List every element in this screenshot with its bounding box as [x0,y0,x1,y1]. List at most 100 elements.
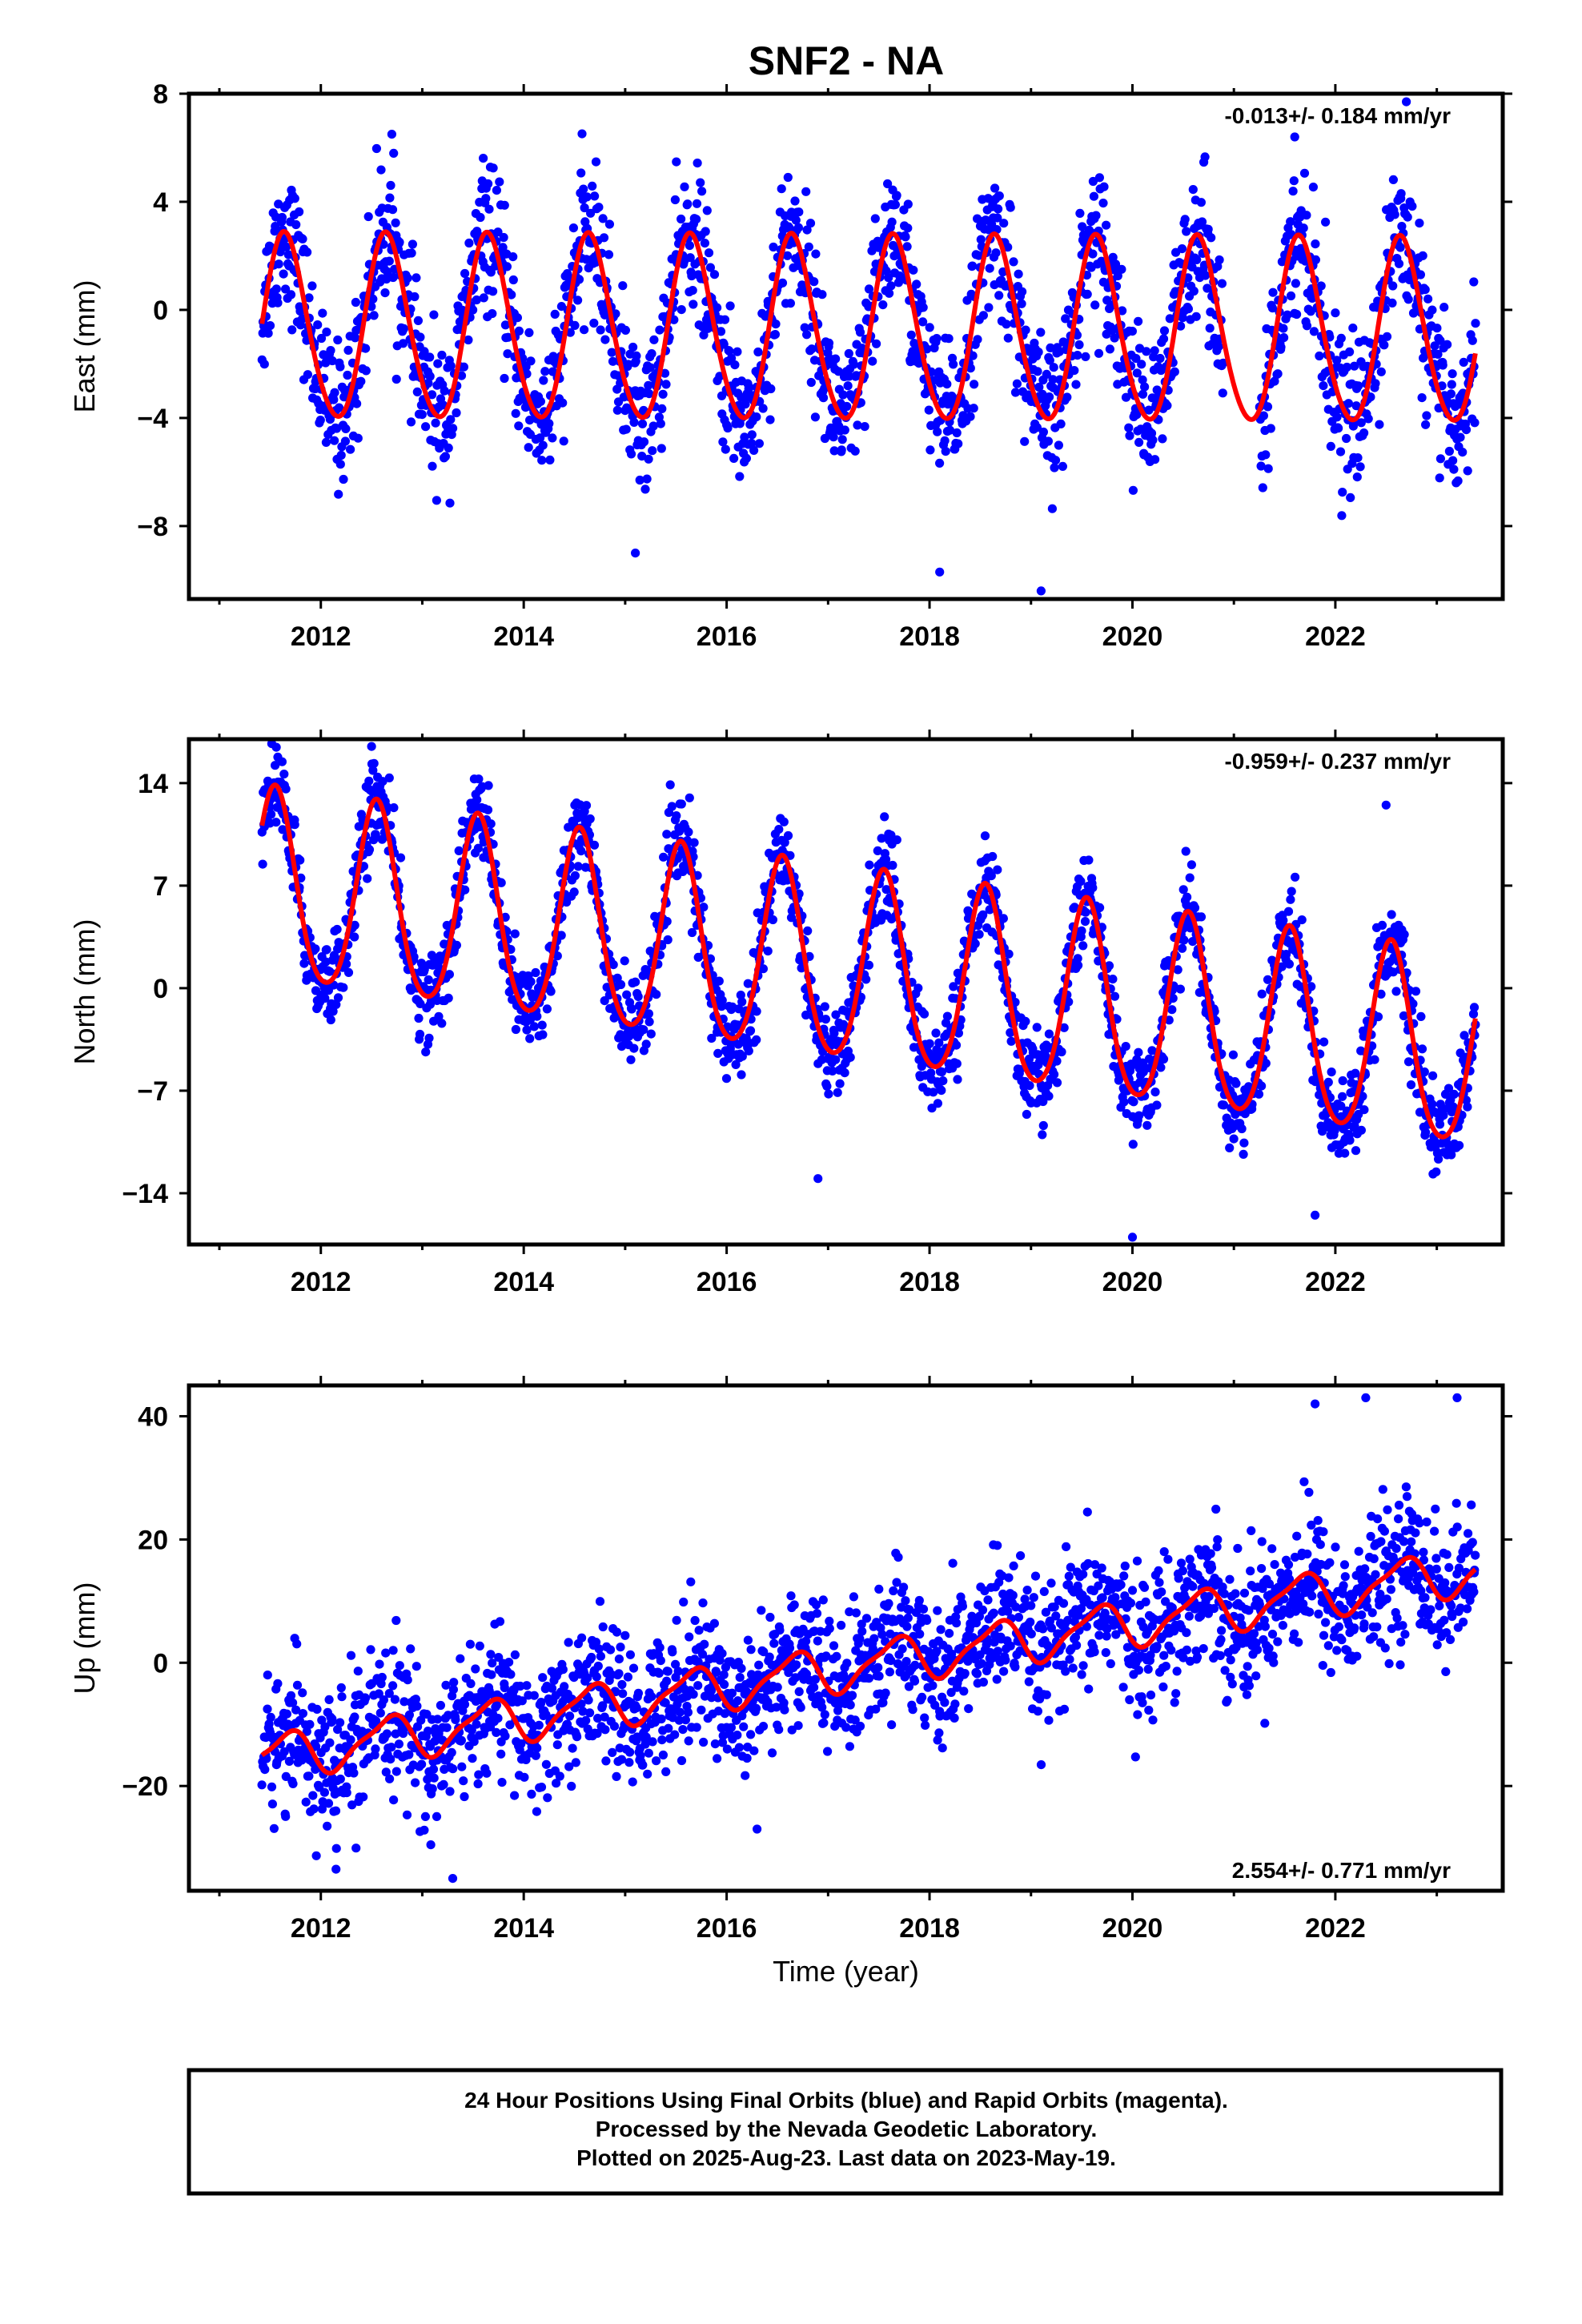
data-point [1381,800,1391,810]
data-point [460,885,470,895]
data-point [339,983,348,992]
data-point [375,1708,385,1718]
data-point [652,1756,661,1766]
data-point [525,1034,535,1043]
data-point [522,1681,532,1691]
data-point [718,437,728,447]
data-point [729,453,739,464]
data-point [487,1670,496,1679]
data-point [1343,399,1353,408]
data-point [1319,1037,1329,1047]
data-point [801,187,811,196]
data-point [647,349,656,359]
data-point [271,818,281,827]
data-point [906,330,916,340]
data-point [1434,1154,1443,1164]
data-point [1046,343,1055,352]
data-point [1302,321,1312,331]
data-point [903,223,913,233]
data-point [1025,1081,1034,1091]
data-point [1056,419,1066,429]
data-point [1336,1101,1346,1111]
data-point [517,1696,527,1706]
data-point [267,1799,277,1809]
data-point [1074,340,1084,350]
data-point [680,182,689,191]
data-point [687,271,697,281]
data-point [512,313,523,323]
x-tick-label: 2022 [1305,621,1366,652]
data-point [1263,975,1273,984]
data-point [1097,256,1106,266]
data-point [864,960,873,970]
data-point [434,1011,444,1021]
data-point [1469,1003,1480,1012]
data-point [531,967,540,978]
data-point [301,1797,311,1807]
data-point [810,412,820,422]
data-point [391,218,400,227]
data-point [1091,211,1101,220]
data-point [616,1642,625,1652]
data-point [688,286,697,296]
data-point [472,295,481,305]
data-point [382,1729,391,1739]
data-point [620,1630,630,1640]
data-point [670,1730,680,1739]
data-point [632,1703,641,1713]
data-point [1342,433,1351,444]
data-point [479,293,488,303]
data-point [655,325,665,335]
data-point [298,1688,307,1698]
data-point [984,303,994,312]
data-point [1062,392,1072,402]
data-point [986,871,996,881]
data-point [687,927,697,938]
data-point [626,449,636,459]
data-point [396,853,406,862]
data-point [925,1039,934,1048]
data-point [1179,935,1189,945]
data-point [570,320,580,330]
data-point [428,461,437,471]
data-point [269,1823,279,1833]
data-point [271,742,281,752]
data-point [1263,464,1273,473]
data-point [1156,1063,1166,1072]
data-point [464,238,474,248]
data-point [831,354,841,364]
data-point [1177,244,1187,254]
x-tick-label: 2018 [899,621,960,652]
data-point [1319,381,1328,391]
data-point [560,1682,569,1691]
data-point [342,959,351,969]
data-point [292,1639,302,1649]
data-point [861,975,871,984]
data-point [412,1701,422,1711]
data-point [831,1010,841,1019]
data-point [811,249,821,259]
data-point [1340,1148,1350,1158]
data-point [1286,291,1296,301]
data-point [1032,1023,1042,1032]
data-point [420,1825,429,1835]
data-point [547,1683,557,1693]
data-point [389,1795,399,1805]
data-point [941,447,950,456]
data-point [779,817,789,826]
data-point [1138,375,1147,384]
data-point [580,203,589,213]
data-point [1469,277,1479,287]
data-point [492,1700,502,1710]
data-point [556,302,567,312]
data-point [855,328,865,337]
data-point [1196,198,1206,207]
data-point [1158,434,1167,444]
data-point [346,1735,355,1745]
data-point [488,309,497,319]
data-point [596,325,605,335]
data-point [692,215,701,224]
data-point [951,1040,962,1050]
data-point [474,774,484,784]
data-point [658,389,668,399]
